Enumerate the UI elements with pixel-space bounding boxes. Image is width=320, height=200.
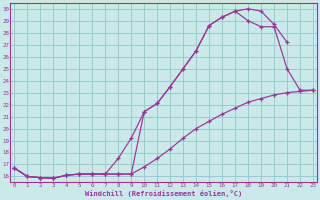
X-axis label: Windchill (Refroidissement éolien,°C): Windchill (Refroidissement éolien,°C) [85,190,242,197]
